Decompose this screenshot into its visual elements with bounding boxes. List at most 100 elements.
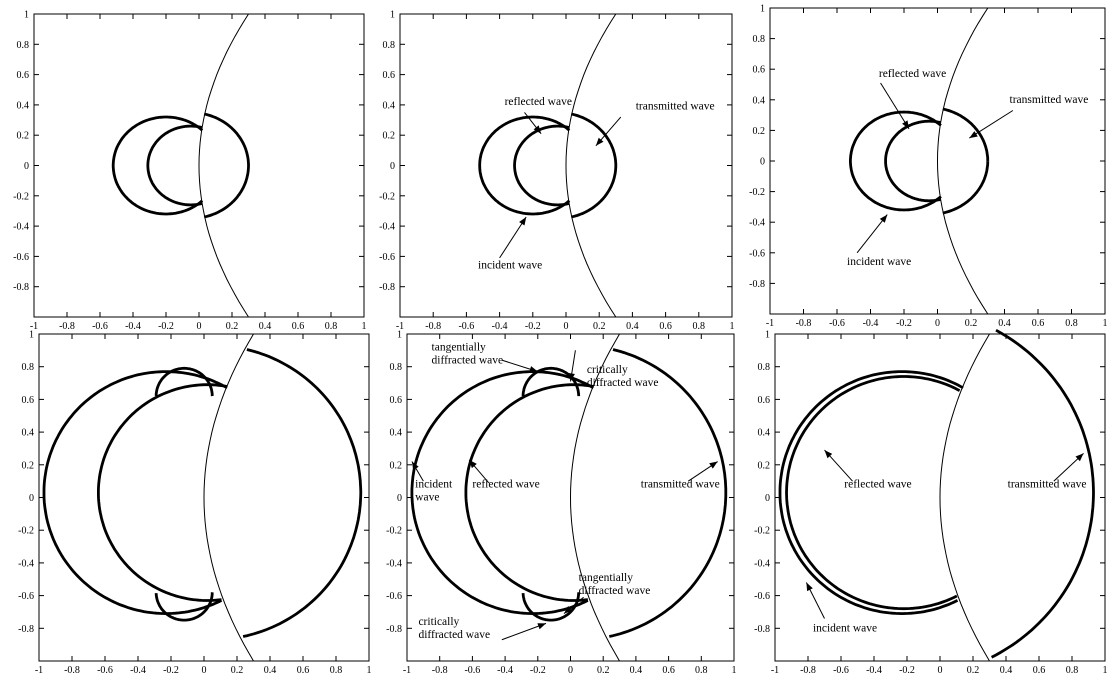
- annotation-arrow: [856, 214, 888, 254]
- x-tick-label: 0.2: [597, 665, 610, 676]
- y-tick-label: 0.6: [753, 65, 766, 76]
- y-tick-label: 0: [765, 493, 770, 504]
- x-tick-label: -0.6: [464, 665, 480, 676]
- y-tick-label: -0.6: [18, 591, 34, 602]
- x-tick-label: 0: [197, 321, 202, 332]
- incident-wave-front: [478, 115, 571, 216]
- x-tick-label: -0.4: [866, 665, 882, 676]
- y-tick-label: -0.8: [754, 624, 770, 635]
- annotation-label: reflected wave: [505, 96, 572, 108]
- y-tick-label: -0.2: [13, 191, 29, 202]
- annotation-label: incident wave: [847, 256, 911, 268]
- arrowhead: [969, 131, 978, 139]
- y-tick-label: -0.2: [18, 526, 34, 537]
- arrowhead: [1075, 453, 1084, 462]
- x-tick-label: -0.8: [432, 665, 448, 676]
- y-tick-label: -0.4: [18, 558, 34, 569]
- x-tick-label: 1: [730, 321, 735, 332]
- y-tick-label: -0.8: [18, 624, 34, 635]
- x-tick-label: -0.6: [833, 665, 849, 676]
- y-tick-label: -0.2: [379, 191, 395, 202]
- y-tick-label: -0.8: [379, 282, 395, 293]
- x-tick-label: 0: [568, 665, 573, 676]
- y-tick-label: -0.4: [754, 558, 770, 569]
- arrowhead: [533, 125, 542, 134]
- arrowhead: [879, 214, 888, 223]
- y-tick-label: -0.2: [754, 526, 770, 537]
- x-tick-label: 0.6: [292, 321, 305, 332]
- y-tick-label: 0: [760, 157, 765, 168]
- arrowhead: [529, 366, 538, 373]
- x-tick-label: -0.8: [425, 321, 441, 332]
- panel-plane-wave-large-left-bottom: -1 -0.8 -0.6 -0.4 -0.2 0 0.2 0.4 0.6 0.8 1 1 0.8 0.6 0…: [18, 330, 371, 677]
- annotation-label: reflected wave: [844, 479, 911, 491]
- transmitted-wave-front: [990, 328, 1095, 659]
- interface-curve: [936, 7, 989, 315]
- x-tick-label: 0.8: [1066, 665, 1079, 676]
- arrowhead: [595, 137, 604, 146]
- arrowhead: [806, 582, 813, 592]
- incident-wave-front: [849, 110, 942, 212]
- incident-wave-front: [42, 370, 228, 616]
- x-tick-label: 0.6: [1033, 665, 1046, 676]
- arrowhead: [469, 459, 477, 469]
- x-tick-label: 0.8: [695, 665, 708, 676]
- y-tick-label: -0.4: [13, 222, 29, 233]
- tangential-bottom-wave-front: [521, 592, 581, 622]
- x-tick-label: -0.8: [59, 321, 75, 332]
- x-tick-label: -0.6: [92, 321, 108, 332]
- annotation-label: tangentially: [432, 341, 487, 353]
- x-tick-label: 0: [935, 318, 940, 329]
- annotation-label: diffracted wave: [579, 585, 651, 597]
- x-tick-label: -0.4: [497, 665, 513, 676]
- x-tick-label: -0.2: [530, 665, 546, 676]
- incident-wave-front: [778, 370, 964, 616]
- x-tick-label: -1: [766, 318, 774, 329]
- y-tick-label: 0.6: [390, 395, 403, 406]
- annotation-label: reflected wave: [472, 479, 539, 491]
- x-tick-label: -0.6: [458, 321, 474, 332]
- x-tick-label: 0.8: [1065, 318, 1078, 329]
- transmitted-wave-front: [242, 348, 363, 638]
- x-tick-label: 1: [1103, 665, 1108, 676]
- y-tick-label: -0.6: [13, 252, 29, 263]
- x-tick-label: 0.4: [259, 321, 272, 332]
- y-tick-label: 1: [760, 4, 765, 15]
- x-tick-label: -0.2: [896, 318, 912, 329]
- annotation-label: incident wave: [813, 623, 877, 635]
- x-tick-label: 0.2: [226, 321, 239, 332]
- arrowhead: [709, 461, 718, 469]
- annotation-label: transmitted wave: [1010, 94, 1089, 106]
- y-tick-label: 0.6: [22, 395, 35, 406]
- transmitted-wave-front: [203, 112, 250, 219]
- annotation-label: diffracted wave: [587, 377, 659, 389]
- x-tick-label: 0.8: [325, 321, 338, 332]
- x-tick-label: 1: [1103, 318, 1108, 329]
- interface-curve: [203, 333, 254, 662]
- x-tick-label: 0.4: [264, 665, 277, 676]
- y-tick-label: -0.6: [379, 252, 395, 263]
- x-tick-label: 0.8: [693, 321, 706, 332]
- y-tick-label: 1: [24, 10, 29, 21]
- reflected-wave-front: [884, 119, 941, 203]
- y-tick-label: -0.8: [13, 282, 29, 293]
- reflected-wave-front: [97, 383, 228, 602]
- y-tick-label: -0.2: [386, 526, 402, 537]
- y-tick-label: -0.6: [749, 248, 765, 259]
- y-tick-label: 0.6: [17, 70, 30, 81]
- x-tick-label: -0.2: [163, 665, 179, 676]
- y-tick-label: 0.6: [758, 395, 771, 406]
- y-tick-label: -0.4: [749, 218, 765, 229]
- y-tick-label: 0.8: [753, 34, 766, 45]
- annotation-label: critically: [587, 364, 628, 376]
- y-tick-label: 0.2: [22, 460, 35, 471]
- x-tick-label: 0.2: [967, 665, 980, 676]
- y-tick-label: 0.8: [758, 362, 771, 373]
- y-tick-label: 0.4: [22, 428, 35, 439]
- annotation-arrow: [969, 110, 1014, 139]
- y-tick-label: 1: [765, 330, 770, 341]
- annotation-label: tangentially: [579, 572, 634, 584]
- y-tick-label: -0.2: [749, 187, 765, 198]
- arrowhead: [568, 373, 575, 382]
- y-tick-label: 0.6: [383, 70, 396, 81]
